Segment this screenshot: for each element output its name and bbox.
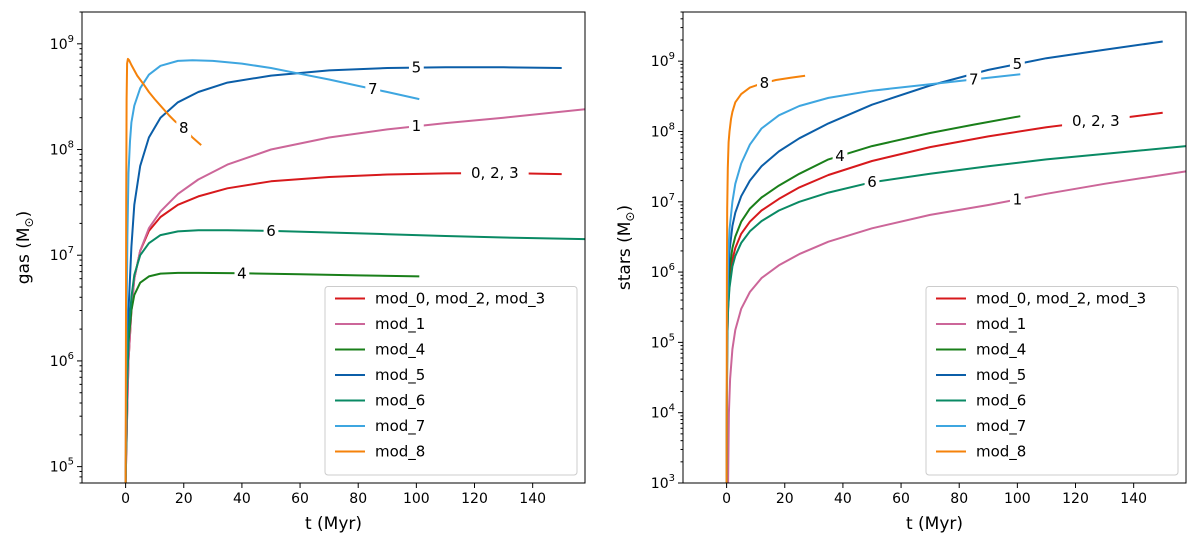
legend-label-mod-6: mod_6 [976,392,1026,411]
legend-label-mod-1: mod_1 [375,315,425,334]
inline-label-gap [757,73,772,92]
x-tick-label: 0 [121,491,130,507]
inline-label-gap [1062,112,1130,131]
series-line-mod-5 [124,66,562,483]
series-line-mod-7 [725,73,1021,483]
inline-label-gap [234,264,250,283]
inline-label-mod-7: 7 [969,70,979,88]
inline-label-gap [263,221,279,240]
series-line-mod-6 [124,229,585,483]
inline-label-gap [966,70,982,89]
y-axis-label: gas (M⊙) [14,211,36,284]
series-line-mod-7 [124,59,420,483]
axes-frame [81,11,586,484]
inline-label-mod-7: 7 [368,80,378,98]
legend-label-mod-0-2-3: mod_0, mod_2, mod_3 [375,290,545,309]
legend-label-mod-0-2-3: mod_0, mod_2, mod_3 [976,290,1146,309]
x-tick-label: 40 [233,491,251,507]
x-tick-label: 20 [175,491,193,507]
legend-label-mod-8: mod_8 [976,443,1026,462]
x-tick-label: 80 [950,491,968,507]
inline-label-gap [1009,55,1025,74]
inline-label-gap [832,146,848,165]
inline-label-mod-1: 1 [412,117,422,135]
x-tick-label: 120 [461,491,488,507]
inline-label-gap [176,118,192,137]
series-group [124,57,585,483]
y-tick-label: 106 [50,351,74,370]
legend: mod_0, mod_2, mod_3 mod_1 mod_4 mod_5 mod_6m… [925,286,1179,476]
x-tick-label: 60 [892,491,910,507]
y-tick-label: 105 [50,457,74,476]
y-tick-label: 108 [651,121,675,140]
legend: mod_0, mod_2, mod_3 mod_1 mod_4 mod_5 mod_6m… [324,286,578,476]
inline-label-gap [365,79,381,98]
x-tick-label: 60 [291,491,309,507]
y-tick-label: 109 [50,34,74,53]
inline-label-gap [408,58,424,77]
legend-box [925,286,1179,476]
legend-label-mod-6: mod_6 [375,392,425,411]
y-tick-label: 107 [651,192,675,211]
y-tick-label: 107 [50,245,74,264]
x-tick-label: 80 [349,491,367,507]
x-tick-label: 100 [1004,491,1031,507]
inline-label-mod-5: 5 [1013,55,1023,73]
y-tick-label: 103 [651,473,675,492]
x-axis-label: t (Myr) [305,514,362,534]
y-tick-label: 109 [651,51,675,70]
legend-box [324,286,578,476]
legend-label-mod-8: mod_8 [375,443,425,462]
y-tick-label: 105 [651,332,675,351]
legend-label-mod-5: mod_5 [976,366,1026,385]
inline-label-mod-8: 8 [760,74,770,92]
legend-label-mod-1: mod_1 [976,315,1026,334]
legend-label-mod-4: mod_4 [375,341,425,360]
inline-label-gap [408,117,424,136]
x-tick-label: 0 [722,491,731,507]
y-tick-label: 108 [50,140,74,159]
y-tick-label: 106 [651,262,675,281]
inline-label-mod-6: 6 [266,222,276,240]
axes-frame [682,11,1187,484]
x-tick-label: 40 [834,491,852,507]
inline-label-mod-4: 4 [835,147,845,165]
series-line-mod-1 [727,170,1186,483]
legend-label-mod-7: mod_7 [976,417,1026,436]
legend-label-mod-7: mod_7 [375,417,425,436]
legend-label-mod-5: mod_5 [375,366,425,385]
x-tick-label: 140 [1120,491,1147,507]
inline-label-mod-1: 1 [1013,190,1023,208]
y-tick-label: 104 [651,403,675,422]
legend-label-mod-4: mod_4 [976,341,1026,360]
inline-label-gap [461,164,529,183]
series-line-mod-6 [725,145,1186,483]
series-line-mod-8 [725,74,806,483]
inline-label-gap [864,173,880,192]
x-tick-label: 100 [403,491,430,507]
inline-label-mod-5: 5 [412,59,422,77]
inline-label-mod-0-2-3: 0, 2, 3 [471,164,519,182]
x-tick-label: 120 [1062,491,1089,507]
x-axis-label: t (Myr) [906,514,963,534]
inline-label-mod-6: 6 [867,173,877,191]
x-tick-label: 140 [519,491,546,507]
inline-label-mod-8: 8 [179,119,189,137]
inline-label-mod-0-2-3: 0, 2, 3 [1072,112,1120,130]
inline-label-gap [1009,190,1025,209]
inline-label-mod-4: 4 [237,264,247,282]
x-tick-label: 20 [776,491,794,507]
y-axis-label: stars (M⊙) [615,205,637,290]
